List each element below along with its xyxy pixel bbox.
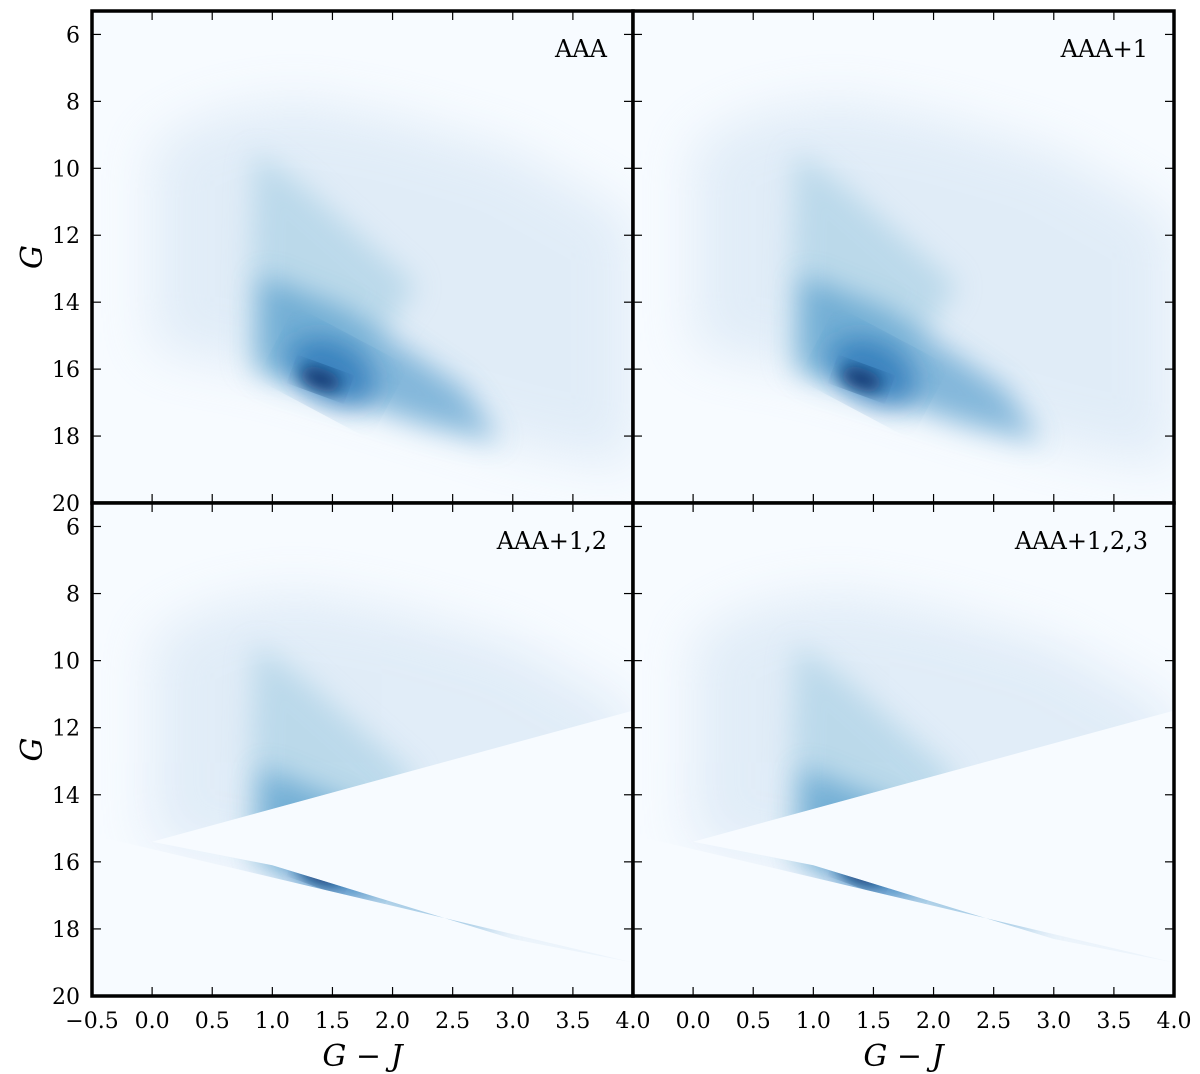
y-tick-label: 12 [52,224,80,249]
y-tick-label: 8 [66,583,80,608]
x-axis-title: G − J [322,1039,404,1074]
x-tick-label: 3.5 [1096,1009,1131,1034]
y-tick-label: 8 [66,90,80,115]
panel-frame [631,501,1176,998]
y-tick-label: 6 [66,23,80,48]
y-tick-label: 10 [52,650,80,675]
y-axis-title: G [15,245,50,269]
x-tick-label: 0.0 [135,1009,170,1034]
panel-label: AAA [554,35,608,63]
y-tick-label: 6 [66,515,80,540]
density-peak-halo [289,338,376,407]
ticks [632,503,1175,997]
panel-label: AAA+1,2,3 [1014,527,1148,555]
x-tick-label: 1.5 [315,1009,350,1034]
x-tick-label: 0.5 [195,1009,230,1034]
y-tick-label: 20 [52,985,80,1010]
density-peak [299,366,342,392]
density-peak [840,366,883,392]
y-tick-label: 14 [52,291,80,316]
x-tick-label: 1.5 [856,1009,891,1034]
main-sequence-density [260,275,501,443]
panel-4 [631,501,1176,998]
x-tick-label: 2.5 [435,1009,470,1034]
x-tick-label: 4.0 [616,1009,651,1034]
panel-2 [631,9,1176,505]
x-axis-title: G − J [863,1039,945,1074]
y-tick-label: 16 [52,851,80,876]
density-map [152,101,633,470]
main-sequence-density [801,275,1042,443]
x-tick-label: 3.0 [1036,1009,1071,1034]
x-tick-label: 1.0 [796,1009,831,1034]
x-tick-label: 2.0 [375,1009,410,1034]
y-tick-label: 20 [52,492,80,517]
y-tick-label: 12 [52,717,80,742]
density-map [693,101,1174,470]
y-tick-label: 14 [52,784,80,809]
x-tick-label: 1.0 [255,1009,290,1034]
y-axis-title: G [15,738,50,762]
panel-3 [90,501,635,998]
panel-label: AAA+1 [1060,35,1148,63]
x-tick-label: 0.0 [676,1009,711,1034]
ticks [91,503,634,997]
panel-1 [90,9,635,505]
x-tick-label: 2.0 [916,1009,951,1034]
panel-label: AAA+1,2 [496,527,607,555]
x-tick-label: 3.5 [555,1009,590,1034]
y-tick-label: 16 [52,358,80,383]
y-tick-label: 18 [52,425,80,450]
x-tick-label: 4.0 [1157,1009,1192,1034]
y-tick-label: 10 [52,157,80,182]
y-tick-label: 18 [52,918,80,943]
x-tick-label: 0.5 [736,1009,771,1034]
x-tick-label: −0.5 [65,1009,118,1034]
x-tick-label: 2.5 [976,1009,1011,1034]
density-peak-halo [830,338,917,407]
x-tick-label: 3.0 [495,1009,530,1034]
